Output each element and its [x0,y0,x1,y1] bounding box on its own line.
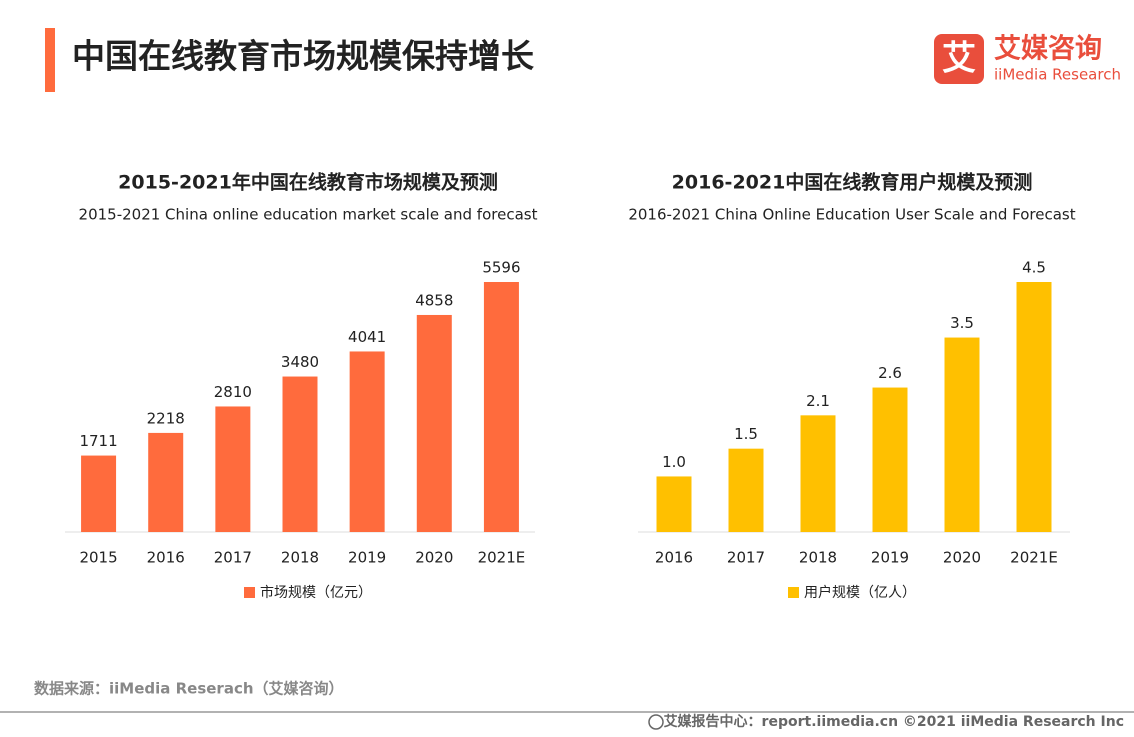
x-tick-label: 2016 [655,549,693,567]
bar [215,406,251,532]
value-label: 2810 [214,383,252,401]
footer: 艾媒报告中心：report.iimedia.cn ©2021 iiMedia R… [664,713,1124,730]
x-tick-label: 2018 [281,549,319,567]
bar [416,314,452,532]
value-label: 4858 [415,291,453,309]
x-tick-label: 2017 [727,549,765,567]
page-title: 中国在线教育市场规模保持增长 [72,37,534,76]
bar [282,376,318,532]
x-tick-label: 2021E [478,549,526,567]
legend-label: 市场规模（亿元） [260,584,372,601]
bar [1016,282,1052,532]
logo-en: iiMedia Research [994,66,1121,84]
value-label: 3480 [281,353,319,371]
x-tick-label: 2018 [799,549,837,567]
x-tick-label: 2019 [348,549,386,567]
legend-swatch [788,587,799,598]
chart-subtitle: 2015-2021 China online education market … [79,206,538,224]
chart-title: 2016-2021中国在线教育用户规模及预测 [672,171,1033,194]
x-tick-label: 2017 [214,549,252,567]
bar [148,432,184,532]
value-label: 2.6 [878,364,902,382]
value-label: 1711 [79,432,117,450]
bar [872,387,908,532]
x-tick-label: 2016 [147,549,185,567]
bar [81,455,117,532]
chart-title: 2015-2021年中国在线教育市场规模及预测 [118,171,498,194]
value-label: 1.5 [734,425,758,443]
title-accent [45,28,55,92]
x-tick-label: 2021E [1010,549,1058,567]
x-tick-label: 2020 [943,549,981,567]
value-label: 4041 [348,328,386,346]
legend-label: 用户规模（亿人） [804,584,916,601]
logo-cn: 艾媒咨询 [994,33,1102,65]
bar [944,337,980,532]
value-label: 2218 [147,409,185,427]
value-label: 4.5 [1022,259,1046,277]
bar [349,351,385,532]
bar [483,282,519,532]
x-tick-label: 2019 [871,549,909,567]
chart-subtitle: 2016-2021 China Online Education User Sc… [628,206,1075,224]
value-label: 5596 [482,259,520,277]
logo-box [934,34,984,84]
value-label: 3.5 [950,314,974,332]
x-tick-label: 2015 [79,549,117,567]
bar [800,415,836,532]
legend-swatch [244,587,255,598]
footer-icon [648,714,664,730]
logo-mark: 艾 [942,39,976,79]
source: 数据来源：iiMedia Reserach（艾媒咨询） [34,680,344,698]
value-label: 1.0 [662,453,686,471]
bar [656,476,692,532]
bar [728,448,764,532]
x-tick-label: 2020 [415,549,453,567]
value-label: 2.1 [806,392,830,410]
